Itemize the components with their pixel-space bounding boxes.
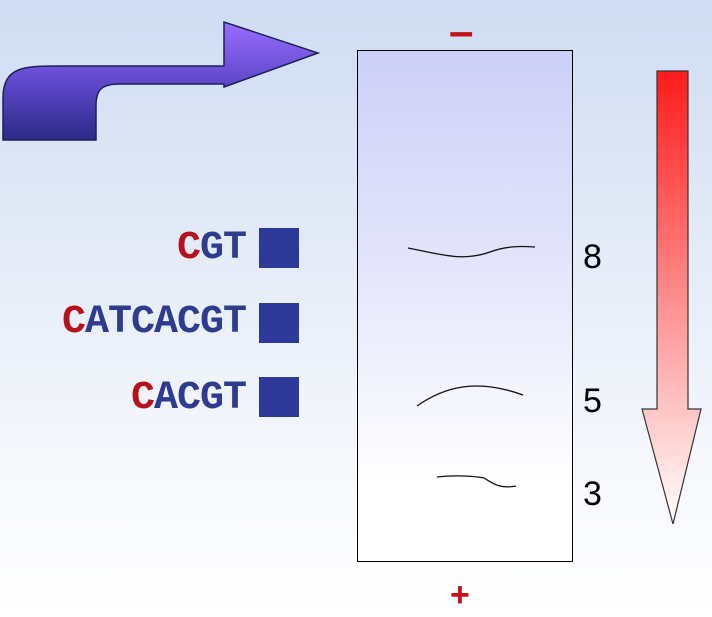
curved-arrow-icon (2, 20, 321, 141)
fragment-rest: ACGT (153, 376, 247, 421)
band-3 (436, 475, 517, 488)
fragment-first-base: C (61, 300, 86, 345)
square-icon (259, 377, 299, 417)
fragment-rest: GT (199, 226, 247, 271)
fragment-catcacgt: CATCACGT (61, 300, 247, 346)
positive-electrode-label: + (450, 576, 470, 614)
fragment-cacgt: CACGT (130, 376, 247, 422)
fragment-first-base: C (130, 376, 155, 421)
size-label-3: 3 (583, 475, 602, 513)
down-arrow-icon (641, 70, 702, 525)
fragment-cgt: CGT (176, 226, 247, 272)
size-label-5: 5 (583, 382, 602, 420)
band-5 (416, 385, 524, 407)
square-icon (259, 303, 299, 343)
gel-lane (357, 50, 573, 562)
fragment-first-base: C (176, 226, 201, 271)
size-label-8: 8 (583, 238, 602, 276)
negative-electrode-label: – (449, 7, 474, 56)
square-icon (259, 228, 299, 268)
fragment-rest: ATCACGT (84, 300, 247, 345)
band-8 (407, 245, 536, 258)
